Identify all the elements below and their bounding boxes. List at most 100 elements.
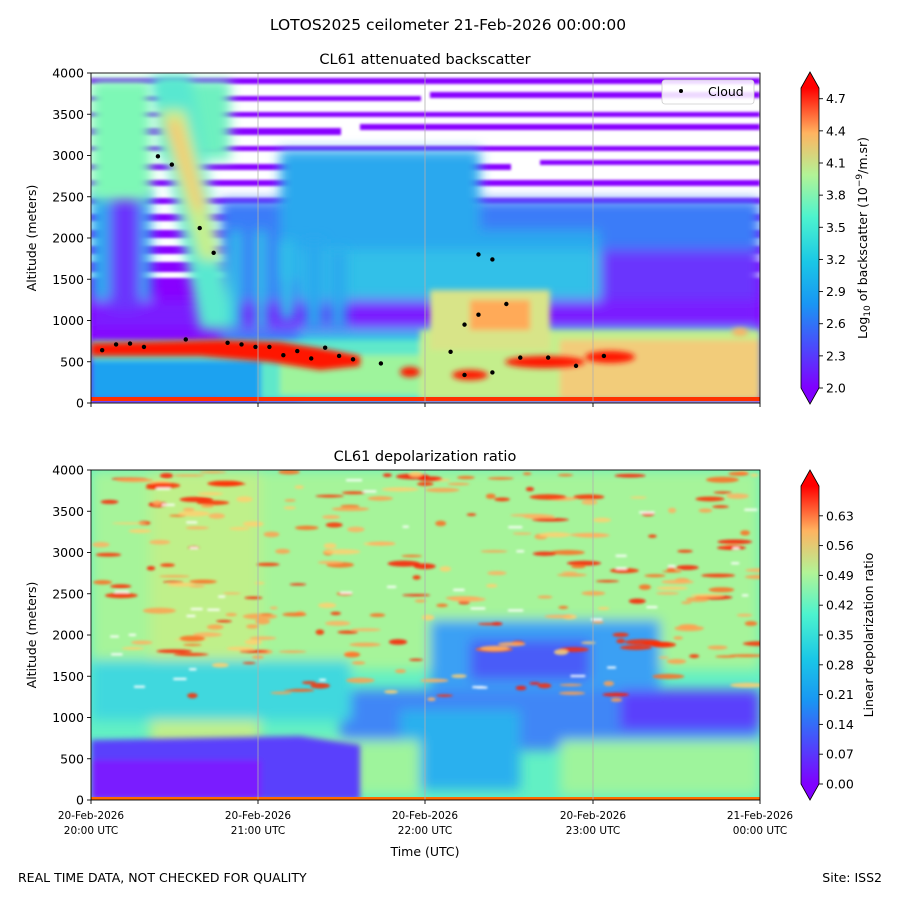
cloud-point [545, 355, 551, 360]
x-tick-time-label: 00:00 UTC [733, 825, 787, 837]
x-tick-date-label: 20-Feb-2026 [392, 810, 459, 822]
y-tick-label: 0 [76, 793, 84, 808]
backscatter-colorbar: 2.0 2.3 2.6 2.9 3.2 3.5 3.8 4.1 4.4 4.7 Log10 of … [800, 71, 873, 405]
cloud-point [322, 345, 328, 350]
cloud-point [99, 348, 105, 353]
y-tick-label: 1000 [52, 710, 84, 725]
x-tick-time-label: 20:00 UTC [64, 825, 118, 837]
cloud-point [183, 337, 188, 342]
colorbar-tick-label: 3.8 [826, 188, 846, 203]
cloud-point [490, 370, 495, 375]
depolarization-title: CL61 depolarization ratio [334, 449, 517, 465]
x-tick-date-label: 20-Feb-2026 [58, 810, 125, 822]
cb-label-log: Log [855, 317, 870, 339]
colorbar-tick-label: 0.42 [826, 598, 854, 613]
footer-quality-note: REAL TIME DATA, NOT CHECKED FOR QUALITY [18, 870, 307, 885]
footer-site: Site: ISS2 [822, 870, 882, 885]
colorbar-tick-label: 3.2 [826, 252, 846, 267]
y-tick-label: 1000 [52, 313, 84, 328]
cloud-point [573, 363, 579, 369]
colorbar-tick-label: 4.1 [826, 156, 846, 171]
x-tick-date-label: 21-Feb-2026 [727, 810, 794, 822]
y-tick-label: 2000 [52, 628, 84, 643]
cloud-point [295, 348, 300, 354]
cloud-point [476, 312, 481, 317]
cloud-point [169, 162, 175, 167]
cloud-point [267, 344, 272, 350]
legend-cloud-marker [679, 89, 683, 93]
y-tick-label: 1500 [52, 669, 84, 684]
y-tick-label: 2500 [52, 189, 84, 204]
cloud-point [197, 225, 202, 231]
colorbar-tick-label: 4.7 [826, 91, 846, 106]
y-tick-label: 1500 [52, 272, 84, 287]
time-axis-label: Time (UTC) [389, 844, 459, 859]
depolarization-colorbar: 0.00 0.07 0.14 0.21 0.28 0.35 0.42 0.49 0.56 0.63… [800, 469, 876, 801]
cloud-point [155, 154, 161, 159]
depolarization-x-ticks: 20-Feb-2026 20:00 UTC 20-Feb-2026 21:00 UTC… [58, 800, 794, 837]
cloud-point [211, 250, 216, 256]
colorbar-tick-label: 0.21 [826, 687, 854, 702]
colorbar-tick-label: 0.35 [826, 628, 854, 643]
cloud-points [99, 154, 607, 378]
backscatter-legend: Cloud [661, 79, 755, 105]
y-tick-label: 3000 [52, 148, 84, 163]
cloud-point [239, 342, 244, 347]
cloud-point [490, 257, 495, 262]
cloud-point [462, 322, 467, 327]
depolarization-y-ticks: 0 500 1000 1500 2000 2500 3000 3500 4000 [52, 463, 91, 808]
colorbar-tick-label: 0.63 [826, 508, 854, 523]
cb-label-sub: 10 [863, 305, 873, 317]
cloud-point [336, 353, 342, 359]
colorbar-tick-label: 2.6 [826, 316, 846, 331]
cloud-point [601, 353, 607, 359]
y-tick-label: 4000 [52, 66, 84, 81]
cloud-point [225, 340, 230, 345]
colorbar-tick-label: 0.07 [826, 747, 854, 762]
cloud-point [462, 372, 467, 378]
cb-label-end: /m.sr) [855, 137, 870, 174]
cb-label-sup: −9 [855, 174, 865, 188]
x-tick-date-label: 20-Feb-2026 [225, 810, 292, 822]
x-tick-time-label: 21:00 UTC [231, 825, 285, 837]
backscatter-panel: CL61 attenuated backscatter [24, 52, 873, 411]
depolarization-gridlines [257, 470, 594, 800]
y-tick-label: 4000 [52, 463, 84, 478]
cloud-point [253, 344, 258, 350]
backscatter-gridlines [257, 73, 594, 403]
cloud-point [281, 352, 286, 358]
y-tick-label: 0 [76, 396, 84, 411]
cloud-point [113, 342, 119, 347]
cloud-point [518, 355, 523, 360]
y-tick-label: 500 [60, 354, 84, 369]
colorbar-tick-label: 0.49 [826, 568, 854, 583]
cloud-point [350, 357, 356, 362]
cb-label-mid: of backscatter (10 [855, 187, 870, 305]
y-tick-label: 3500 [52, 504, 84, 519]
cloud-point [127, 341, 133, 346]
cloud-point [309, 356, 314, 361]
y-tick-label: 2500 [52, 586, 84, 601]
y-tick-label: 2000 [52, 231, 84, 246]
x-tick-time-label: 22:00 UTC [398, 825, 452, 837]
cloud-point [448, 349, 453, 355]
backscatter-x-ticks [90, 403, 761, 407]
colorbar-tick-label: 0.56 [826, 538, 854, 553]
y-tick-label: 3500 [52, 107, 84, 122]
depolarization-heatmap [91, 470, 760, 800]
backscatter-heatmap [91, 73, 760, 403]
colorbar-tick-label: 0.14 [826, 717, 854, 732]
depolarization-colorbar-label: Linear depolarization ratio [861, 553, 876, 718]
depolarization-panel: CL61 depolarization ratio [24, 449, 876, 859]
y-tick-label: 3000 [52, 545, 84, 560]
backscatter-y-axis-label: Altitude (meters) [24, 185, 39, 292]
cloud-point [476, 252, 481, 257]
backscatter-colorbar-label: Log10 of backscatter (10−9/m.sr) [855, 137, 873, 339]
cloud-point [141, 344, 147, 350]
colorbar-tick-label: 2.9 [826, 284, 846, 299]
x-tick-time-label: 23:00 UTC [566, 825, 620, 837]
x-tick-date-label: 20-Feb-2026 [560, 810, 627, 822]
cloud-point [378, 361, 384, 366]
figure-title: LOTOS2025 ceilometer 21-Feb-2026 00:00:0… [270, 16, 626, 34]
